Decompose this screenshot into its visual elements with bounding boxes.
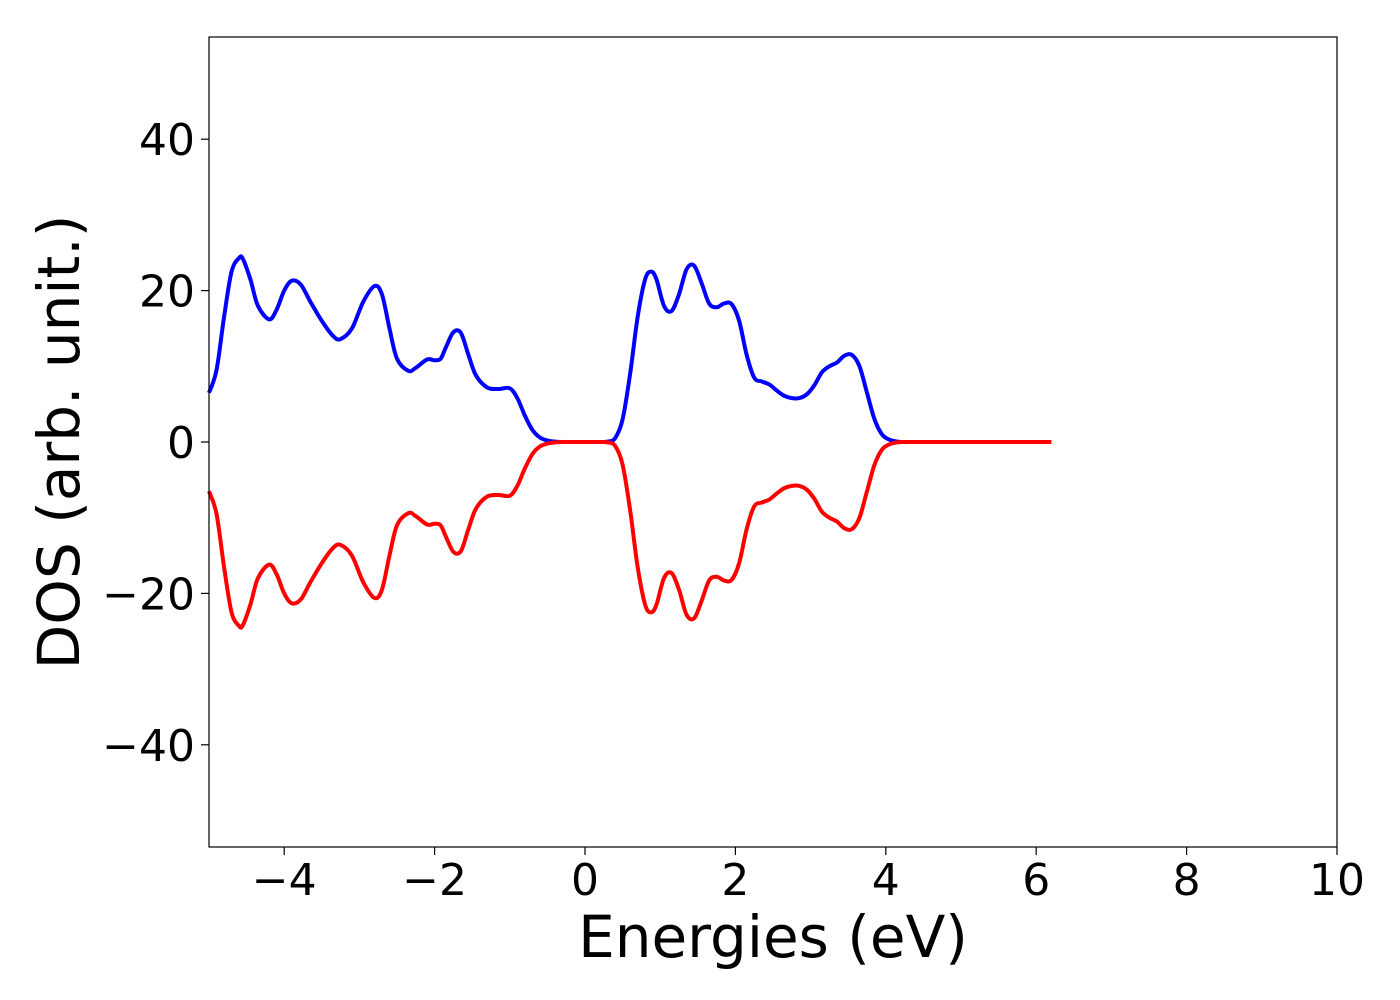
x-axis-label: Energies (eV) <box>578 903 968 971</box>
x-axis-ticks: −4 −2 0 2 4 6 8 10 <box>252 847 1365 906</box>
series-line-0 <box>207 254 1052 445</box>
x-tick-label: 0 <box>571 855 599 906</box>
x-tick-label: −2 <box>402 855 467 906</box>
y-tick-label: 20 <box>139 267 195 318</box>
series-line-1 <box>207 439 1052 630</box>
y-tick-label: −20 <box>102 569 195 620</box>
plot-frame <box>208 36 1338 848</box>
y-axis-label: DOS (arb. unit.) <box>25 215 93 670</box>
series-layer <box>207 254 1052 630</box>
y-tick-label: 0 <box>167 418 195 469</box>
x-tick-label: 8 <box>1173 855 1201 906</box>
x-tick-label: 2 <box>721 855 749 906</box>
y-axis-ticks: −40 −20 0 20 40 <box>102 115 209 772</box>
x-tick-label: 4 <box>872 855 900 906</box>
y-tick-label: 40 <box>139 115 195 166</box>
y-tick-label: −40 <box>102 721 195 772</box>
x-tick-label: 10 <box>1309 855 1365 906</box>
x-tick-label: −4 <box>252 855 317 906</box>
x-tick-label: 6 <box>1022 855 1050 906</box>
